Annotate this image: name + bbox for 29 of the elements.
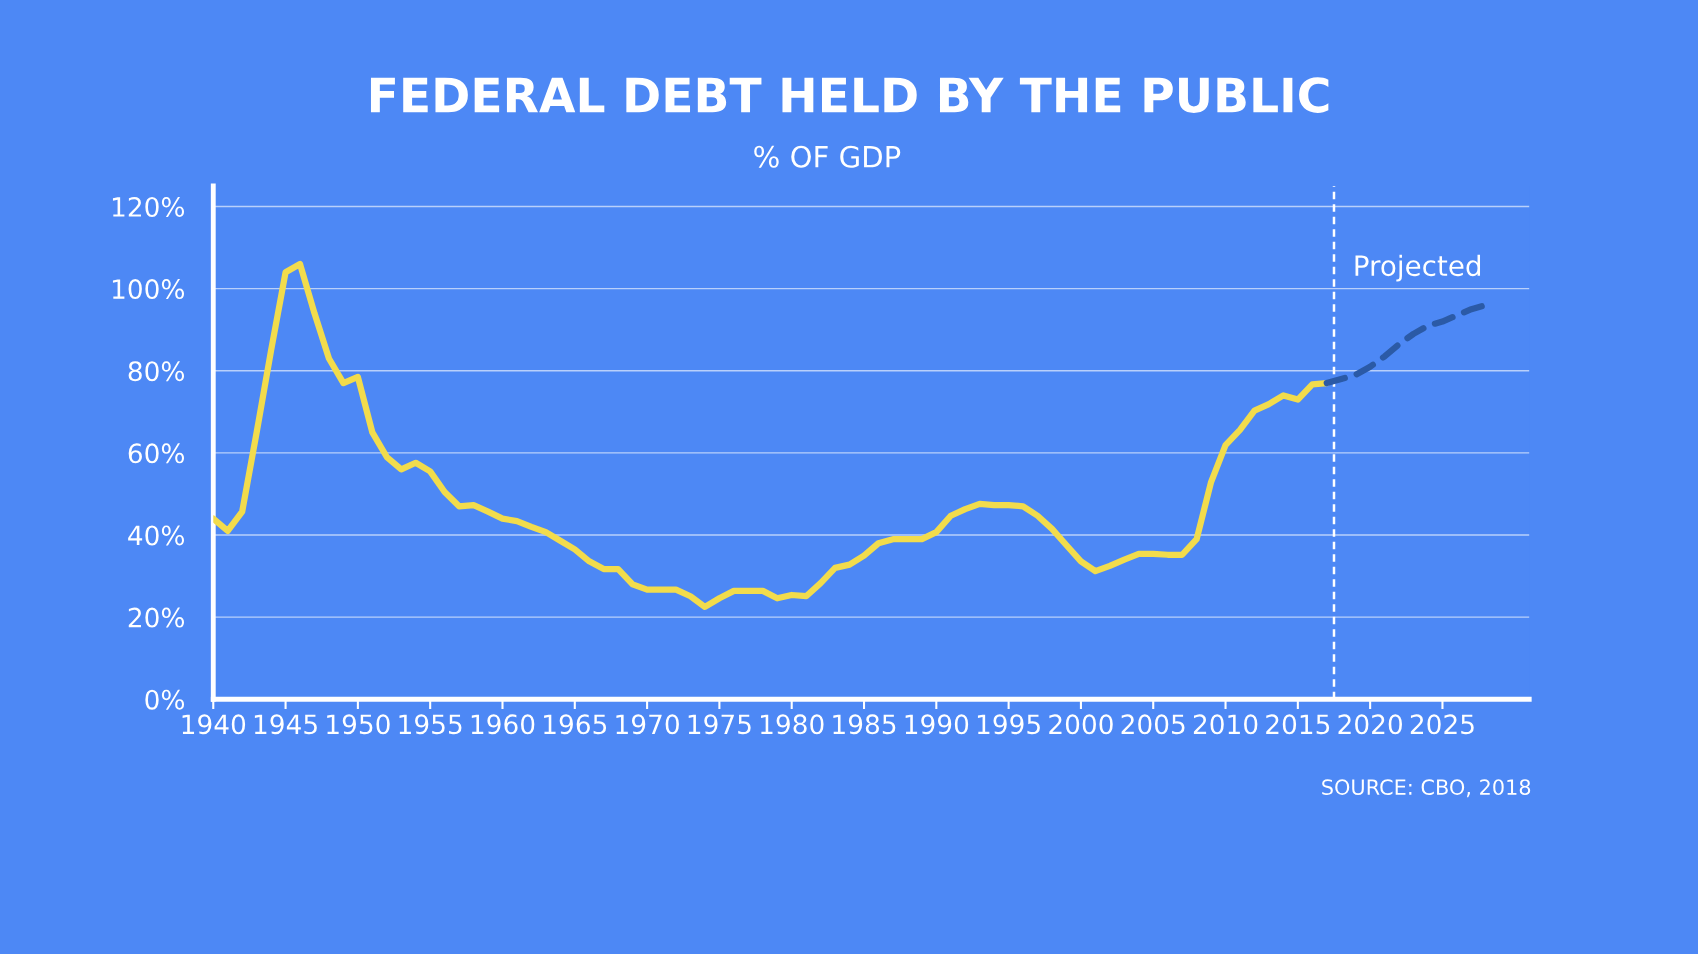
x-tick-label: 2000 <box>1049 714 1113 735</box>
x-tick-label: 1965 <box>544 714 607 735</box>
y-tick-label: 20% <box>128 607 185 628</box>
x-tick-label: 1940 <box>182 714 246 735</box>
x-tick-label: 2020 <box>1338 714 1402 735</box>
y-tick-label: 0% <box>145 689 185 710</box>
chart-title: FEDERAL DEBT HELD BY THE PUBLIC <box>370 77 1329 113</box>
x-tick-label: 1950 <box>327 714 390 735</box>
y-tick-label: 60% <box>128 443 185 464</box>
x-tick-label: 1980 <box>761 714 824 735</box>
x-tick-label: 1985 <box>833 714 896 735</box>
y-tick-label: 40% <box>128 525 185 546</box>
ref-line-label: Projected <box>1355 254 1481 282</box>
x-tick-label: 1955 <box>399 714 462 735</box>
x-tick-label: 2025 <box>1410 714 1474 735</box>
x-tick-label: 1970 <box>616 714 679 735</box>
x-tick-label: 1990 <box>905 714 969 735</box>
x-tick-label: 1945 <box>254 714 317 735</box>
x-tick-label: 2010 <box>1193 714 1258 735</box>
y-tick-label: 100% <box>112 279 185 300</box>
x-tick-label: 2015 <box>1266 714 1330 735</box>
source-note: SOURCE: CBO, 2018 <box>1322 779 1531 798</box>
x-tick-label: 2005 <box>1121 714 1185 735</box>
x-tick-label: 1995 <box>977 714 1040 735</box>
chart-subtitle: % OF GDP <box>754 145 901 168</box>
x-tick-label: 1975 <box>688 714 751 735</box>
y-tick-label: 120% <box>112 197 185 217</box>
x-tick-label: 1960 <box>471 714 535 735</box>
y-tick-label: 80% <box>128 361 185 382</box>
